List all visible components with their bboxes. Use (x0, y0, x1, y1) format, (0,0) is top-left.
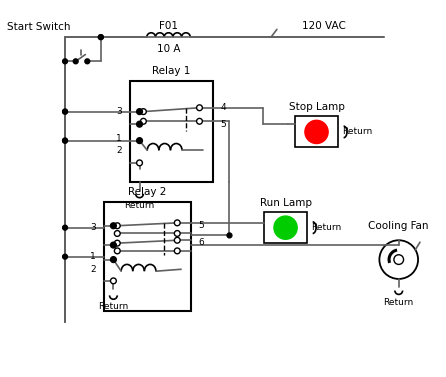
Bar (130, 81, 213, 182)
Text: 5: 5 (198, 221, 204, 230)
Text: 4: 4 (221, 103, 227, 112)
Bar (104, 202, 191, 311)
Circle shape (140, 118, 146, 124)
Text: 2: 2 (116, 146, 122, 155)
Circle shape (99, 35, 103, 40)
Circle shape (114, 240, 120, 246)
Text: Relay 2: Relay 2 (128, 187, 166, 197)
Circle shape (62, 138, 67, 143)
Text: Return: Return (124, 201, 155, 210)
Text: Return: Return (342, 127, 372, 136)
Circle shape (114, 248, 120, 254)
Circle shape (274, 216, 297, 239)
Text: 6: 6 (198, 238, 204, 247)
Circle shape (174, 231, 180, 236)
Circle shape (140, 109, 146, 115)
Circle shape (62, 138, 67, 143)
Text: 1: 1 (90, 252, 96, 261)
Circle shape (114, 223, 120, 228)
Text: Start Switch: Start Switch (7, 23, 70, 32)
Text: Cooling Fan: Cooling Fan (368, 221, 429, 231)
Circle shape (62, 109, 67, 114)
Circle shape (305, 120, 328, 144)
Circle shape (174, 248, 180, 254)
Text: Stop Lamp: Stop Lamp (289, 102, 344, 112)
Text: 3: 3 (116, 107, 122, 116)
Circle shape (174, 238, 180, 243)
Circle shape (111, 223, 116, 228)
Circle shape (136, 160, 142, 166)
Text: Relay 1: Relay 1 (152, 66, 190, 76)
Circle shape (62, 109, 67, 114)
Text: Return: Return (311, 223, 341, 232)
Circle shape (227, 233, 232, 238)
Circle shape (99, 35, 103, 40)
Circle shape (111, 278, 116, 284)
Circle shape (62, 59, 67, 64)
Circle shape (85, 59, 90, 64)
Circle shape (197, 118, 202, 124)
Text: 5: 5 (221, 120, 227, 129)
Circle shape (114, 231, 120, 236)
Text: F01: F01 (159, 20, 178, 31)
Bar (295, 116, 338, 147)
Circle shape (111, 257, 116, 262)
Circle shape (73, 59, 78, 64)
Text: 120 VAC: 120 VAC (302, 21, 346, 32)
Text: 3: 3 (90, 223, 96, 232)
Circle shape (197, 105, 202, 110)
Circle shape (62, 225, 67, 230)
Text: 1: 1 (116, 134, 122, 143)
Circle shape (174, 220, 180, 226)
Circle shape (136, 138, 142, 144)
Circle shape (62, 254, 67, 259)
Text: 2: 2 (91, 265, 96, 274)
Circle shape (136, 109, 142, 115)
Circle shape (136, 121, 142, 127)
Text: Return: Return (98, 302, 128, 311)
Bar (264, 212, 307, 243)
Text: Return: Return (384, 298, 414, 307)
Text: Run Lamp: Run Lamp (260, 198, 312, 207)
Circle shape (111, 242, 116, 248)
Text: 10 A: 10 A (157, 44, 180, 54)
